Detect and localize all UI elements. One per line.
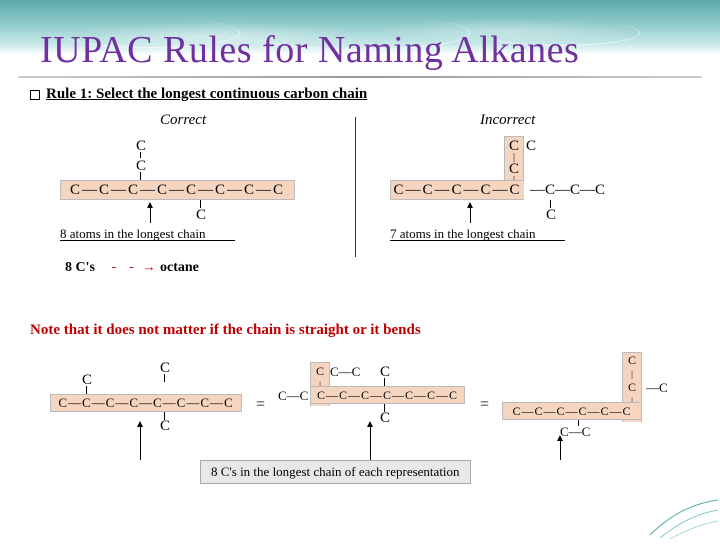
carbon-atom: C bbox=[160, 360, 170, 377]
carbon-atom: C bbox=[380, 410, 390, 427]
carbon-atom: C bbox=[526, 138, 536, 155]
rule-label: Rule 1: Select the longest continuous ca… bbox=[46, 86, 367, 102]
result-count: 8 C's bbox=[65, 260, 95, 276]
slide-title: IUPAC Rules for Naming Alkanes bbox=[40, 28, 579, 72]
carbon-atom: C bbox=[136, 138, 146, 155]
diagram-equivalents: C C C—C—C—C—C—C—C—C C = C—C C C|C C—C—C—… bbox=[60, 352, 680, 512]
equals-sign: = bbox=[256, 396, 265, 414]
vertical-divider bbox=[355, 117, 356, 257]
bottom-caption: 8 C's in the longest chain of each repre… bbox=[211, 464, 460, 479]
title-underline bbox=[18, 76, 702, 78]
carbon-atom: C bbox=[196, 207, 206, 224]
caption-left: 8 atoms in the longest chain bbox=[60, 226, 206, 242]
caption-right: 7 atoms in the longest chain bbox=[390, 226, 536, 242]
arrow-up-icon bbox=[470, 207, 471, 223]
carbon-atom: C bbox=[136, 158, 146, 175]
arrow-up-icon bbox=[560, 440, 561, 460]
dash-arrow-icon: - - → bbox=[110, 260, 154, 275]
note-text: Note that it does not matter if the chai… bbox=[30, 322, 421, 339]
carbon-atom: C bbox=[546, 207, 556, 224]
incorrect-label: Incorrect bbox=[480, 112, 535, 129]
equals-sign: = bbox=[480, 396, 489, 414]
corner-swirl-icon bbox=[640, 495, 720, 540]
result-name: octane bbox=[160, 260, 199, 276]
bullet-icon bbox=[30, 90, 40, 100]
arrow-up-icon bbox=[370, 426, 371, 460]
diagram-correct-incorrect: Correct Incorrect C C C—C—C—C—C—C—C—C C … bbox=[60, 112, 680, 302]
carbon-atom: C bbox=[380, 364, 390, 381]
arrow-up-icon bbox=[150, 207, 151, 223]
correct-label: Correct bbox=[160, 112, 206, 129]
carbon-atom: C bbox=[82, 372, 92, 389]
bottom-caption-box: 8 C's in the longest chain of each repre… bbox=[200, 460, 471, 484]
rule-1-text: Rule 1: Select the longest continuous ca… bbox=[30, 86, 367, 103]
arrow-up-icon bbox=[140, 426, 141, 460]
carbon-atom: C bbox=[160, 418, 170, 435]
